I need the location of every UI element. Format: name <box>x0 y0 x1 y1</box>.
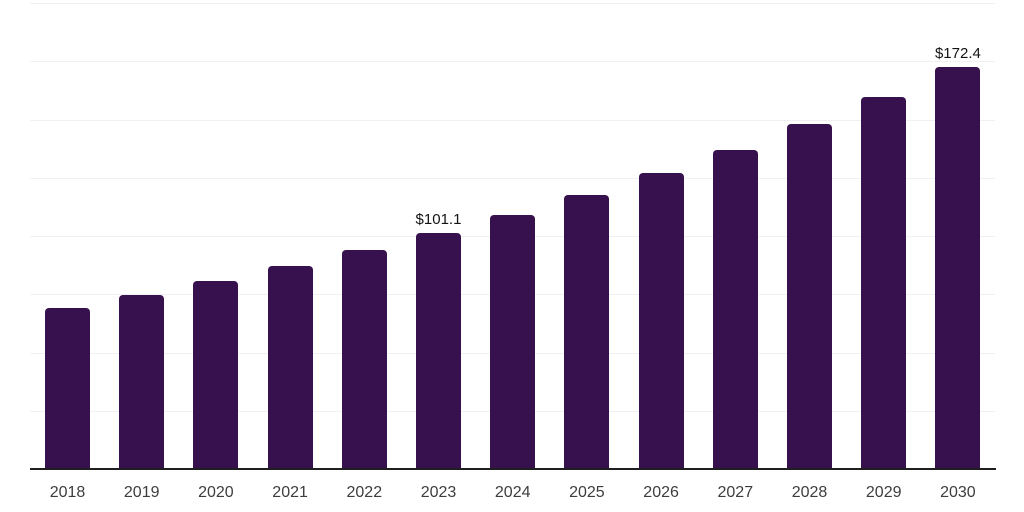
x-tick-label-2024: 2024 <box>494 484 531 501</box>
x-tick-label-2025: 2025 <box>569 484 605 501</box>
x-tick-label-2019: 2019 <box>123 484 160 501</box>
bar-2024 <box>490 215 535 469</box>
x-tick-label-2029: 2029 <box>865 484 902 501</box>
x-tick-label-2020: 2020 <box>198 484 234 501</box>
x-tick-label-2027: 2027 <box>717 484 754 501</box>
bar-2019 <box>119 295 164 469</box>
x-tick-label-2021: 2021 <box>272 484 308 501</box>
gridline <box>30 178 995 179</box>
x-tick-label-2030: 2030 <box>940 484 976 501</box>
value-label-2023: $101.1 <box>415 211 462 228</box>
bar-2018 <box>45 308 90 469</box>
gridline <box>30 3 995 4</box>
bar-2028 <box>787 124 832 469</box>
x-tick-label-2018: 2018 <box>49 484 86 501</box>
x-axis-line <box>30 468 996 470</box>
gridline <box>30 61 995 62</box>
bar-2020 <box>193 281 238 469</box>
x-tick-label-2026: 2026 <box>643 484 679 501</box>
bar-2026 <box>639 173 684 469</box>
bar-2022 <box>342 250 387 469</box>
value-label-2030: $172.4 <box>934 45 981 62</box>
x-tick-label-2022: 2022 <box>346 484 383 501</box>
bar-2029 <box>861 97 906 469</box>
bar-2021 <box>268 266 313 469</box>
gridline <box>30 120 995 121</box>
x-tick-label-2028: 2028 <box>791 484 828 501</box>
x-tick-label-2023: 2023 <box>420 484 457 501</box>
bar-2025 <box>564 195 609 469</box>
bar-2023 <box>416 233 461 469</box>
bar-2030 <box>935 67 980 469</box>
bar-2027 <box>713 150 758 469</box>
